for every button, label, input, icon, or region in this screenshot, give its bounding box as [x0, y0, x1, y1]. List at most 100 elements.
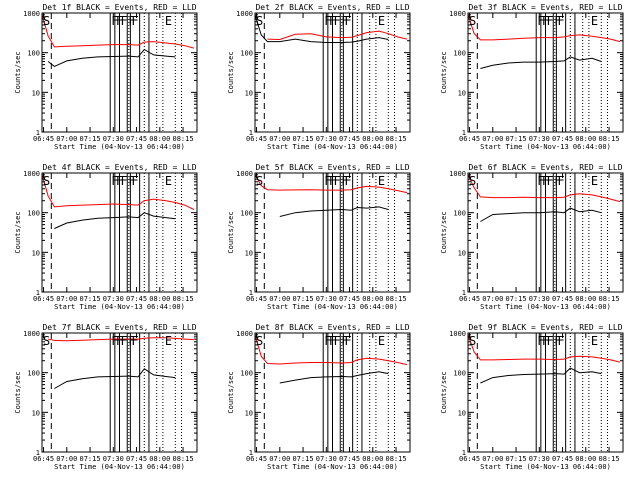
y-tick-label: 100 [27, 370, 40, 378]
flag-marker: F [537, 174, 544, 188]
y-tick-label: 100 [240, 50, 253, 58]
flag-marker: F [128, 14, 135, 28]
flag-marker: F [542, 14, 549, 28]
y-tick-label: 1000 [23, 330, 40, 338]
lld-series-line [267, 30, 408, 41]
end-marker: E [165, 334, 172, 348]
x-tick-label: 07:15 [80, 295, 101, 303]
x-tick-label: 08:15 [386, 455, 407, 463]
x-tick-label: 07:45 [126, 295, 147, 303]
flag-marker: F [557, 334, 564, 348]
x-tick-label: 07:30 [103, 135, 124, 143]
y-tick-label: 1000 [449, 330, 466, 338]
x-tick-label: 07:45 [552, 135, 573, 143]
y-tick-label: 10 [458, 249, 466, 257]
lld-series-line [41, 14, 195, 49]
panel-title: Det 9f BLACK = Events, RED = LLD [468, 323, 622, 332]
x-tick-label: 08:00 [149, 135, 170, 143]
x-tick-label: 08:00 [362, 455, 383, 463]
panel-title: Det 2f BLACK = Events, RED = LLD [255, 3, 409, 12]
y-axis-label: Counts/sec [14, 211, 22, 253]
lld-series-line [467, 174, 621, 203]
x-tick-label: 08:00 [575, 295, 596, 303]
flag-marker: F [329, 334, 336, 348]
panel-title: Det 1f BLACK = Events, RED = LLD [42, 3, 196, 12]
start-marker: S [469, 174, 476, 188]
flag-marker: F [121, 174, 128, 188]
events-series-line [480, 367, 602, 384]
flag-marker: F [116, 334, 123, 348]
x-tick-label: 07:15 [80, 135, 101, 143]
plot-frame [41, 12, 198, 133]
x-tick-label: 07:00 [269, 135, 290, 143]
x-tick-label: 07:15 [506, 295, 527, 303]
plot-frame [467, 332, 624, 453]
lld-series-line [467, 14, 621, 43]
flag-marker: F [334, 14, 341, 28]
x-tick-label: 07:00 [56, 455, 77, 463]
flag-marker: F [557, 174, 564, 188]
panel-1: Det 1f BLACK = Events, RED = LLD 1 10 100 10… [14, 3, 198, 151]
end-marker: E [591, 14, 598, 28]
panel-9: Det 9f BLACK = Events, RED = LLD 1 10 100 10… [440, 323, 624, 471]
x-tick-label: 08:15 [173, 295, 194, 303]
x-tick-label: 07:30 [316, 295, 337, 303]
y-tick-label: 100 [27, 210, 40, 218]
x-tick-label: 07:45 [339, 455, 360, 463]
y-tick-label: 1000 [236, 10, 253, 18]
y-axis-label: Counts/sec [440, 51, 448, 93]
flag-marker: F [547, 14, 554, 28]
x-tick-label: 06:45 [459, 135, 480, 143]
x-tick-label: 07:15 [293, 135, 314, 143]
panel-3: Det 3f BLACK = Events, RED = LLD 1 10 100 10… [440, 3, 624, 151]
start-marker: S [256, 174, 263, 188]
flag-marker: F [344, 174, 351, 188]
flag-marker: F [537, 334, 544, 348]
y-tick-label: 100 [240, 210, 253, 218]
y-tick-label: 1 [462, 289, 466, 297]
flag-marker: F [542, 174, 549, 188]
x-tick-label: 08:00 [575, 455, 596, 463]
x-tick-label: 07:45 [126, 455, 147, 463]
x-axis-label: Start Time (04-Nov-13 06:44:00) [54, 463, 185, 471]
y-axis-label: Counts/sec [440, 211, 448, 253]
x-axis-label: Start Time (04-Nov-13 06:44:00) [267, 143, 398, 151]
x-tick-label: 07:00 [56, 295, 77, 303]
lld-series-line [254, 174, 408, 194]
panel-7: Det 7f BLACK = Events, RED = LLD 1 10 100 10… [14, 323, 198, 471]
events-series-line [254, 14, 389, 43]
plot-frame [254, 12, 411, 133]
flag-marker: F [341, 14, 348, 28]
flag-marker: F [554, 14, 561, 28]
x-tick-label: 06:45 [459, 295, 480, 303]
x-axis-label: Start Time (04-Nov-13 06:44:00) [480, 303, 611, 311]
y-tick-label: 100 [27, 50, 40, 58]
x-tick-label: 07:45 [339, 295, 360, 303]
x-tick-label: 07:30 [316, 135, 337, 143]
y-tick-label: 1000 [236, 330, 253, 338]
flag-marker: F [554, 174, 561, 188]
flag-marker: F [557, 14, 564, 28]
x-tick-label: 07:15 [506, 135, 527, 143]
events-series-line [54, 212, 176, 229]
y-tick-label: 100 [453, 50, 466, 58]
events-series-line [480, 207, 602, 222]
start-marker: S [43, 334, 50, 348]
x-tick-label: 07:00 [482, 135, 503, 143]
y-tick-label: 1 [249, 289, 253, 297]
flag-marker: F [121, 14, 128, 28]
plot-frame [254, 332, 411, 453]
x-tick-label: 08:00 [362, 295, 383, 303]
lld-series-line [254, 334, 408, 366]
flag-marker: F [329, 174, 336, 188]
flag-marker: F [344, 334, 351, 348]
y-tick-label: 10 [245, 89, 253, 97]
flag-marker: F [111, 174, 118, 188]
y-tick-label: 10 [32, 249, 40, 257]
panel-4: Det 4f BLACK = Events, RED = LLD 1 10 100 10… [14, 163, 198, 311]
flag-marker: F [554, 334, 561, 348]
x-axis-label: Start Time (04-Nov-13 06:44:00) [267, 303, 398, 311]
x-tick-label: 07:15 [293, 455, 314, 463]
panel-title: Det 4f BLACK = Events, RED = LLD [42, 163, 196, 172]
lld-series-line [41, 174, 195, 210]
